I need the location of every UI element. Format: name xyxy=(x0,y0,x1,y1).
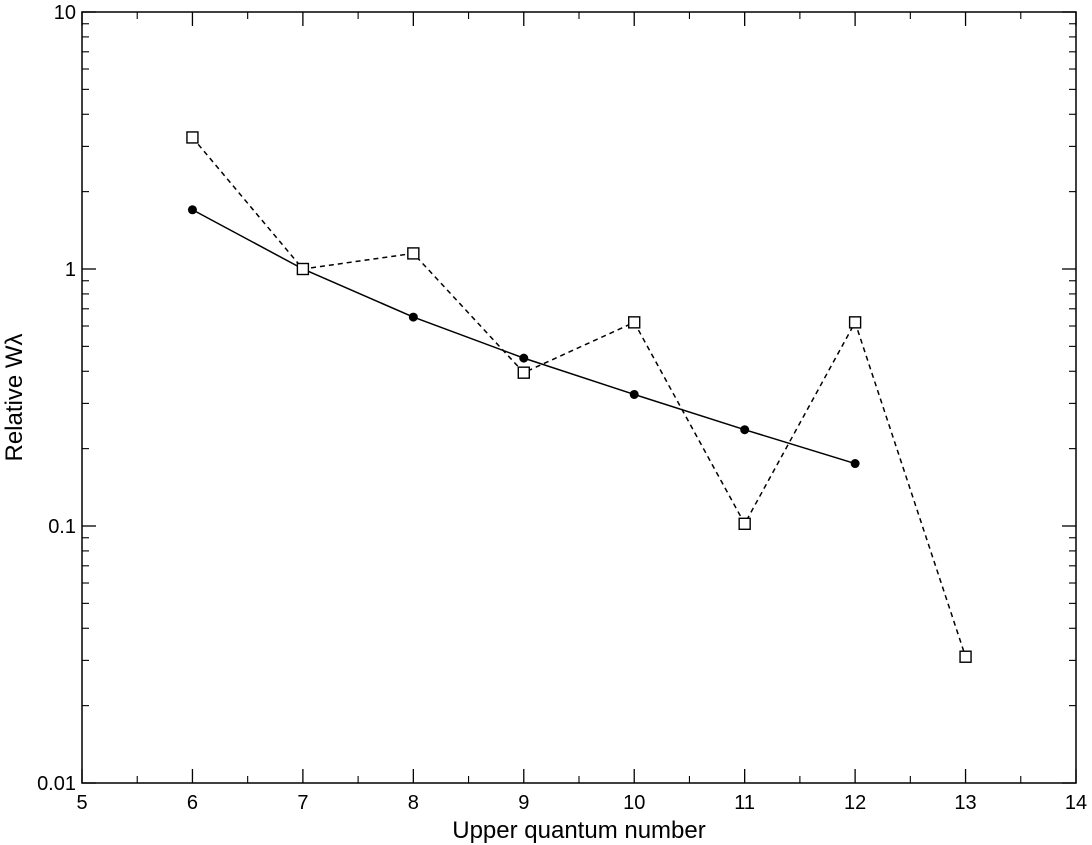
x-axis-title: Upper quantum number xyxy=(452,817,705,844)
series-1-point xyxy=(187,205,197,215)
y-tick-label: 10 xyxy=(54,2,76,24)
x-tick-label: 7 xyxy=(297,792,308,814)
x-tick-label: 6 xyxy=(187,792,198,814)
x-tick-label: 13 xyxy=(954,792,976,814)
series-1-point xyxy=(850,459,860,469)
series-1 xyxy=(187,205,860,469)
plot-frame xyxy=(81,11,1077,784)
series-2-line xyxy=(191,136,967,657)
x-tick-label: 8 xyxy=(408,792,419,814)
tick-labels: 5 6 7 8 9 10 11 12 13 14 0.01 0.1 1 10 xyxy=(37,2,1087,814)
series-2-point xyxy=(186,131,199,144)
series-2-point xyxy=(407,247,420,260)
x-tick-label: 14 xyxy=(1065,792,1087,814)
y-axis-title: Relative Wλ xyxy=(1,333,28,461)
series-2-point xyxy=(848,316,862,329)
x-tick-label: 9 xyxy=(518,792,529,814)
x-tick-label: 11 xyxy=(734,792,755,814)
series-1-point xyxy=(740,425,750,435)
x-tick-label: 5 xyxy=(76,792,87,814)
series-1-point xyxy=(408,312,418,322)
series-2-point xyxy=(628,316,641,329)
series-2-point xyxy=(959,650,972,663)
series-2 xyxy=(186,131,972,663)
y-tick-label: 1 xyxy=(65,259,76,281)
axis-ticks xyxy=(81,11,1077,784)
y-tick-label: 0.01 xyxy=(37,773,76,795)
y-tick-label: 0.1 xyxy=(48,516,76,538)
series-1-point xyxy=(519,353,529,363)
series-2-point xyxy=(517,366,530,379)
series-1-line xyxy=(192,209,856,465)
x-tick-label: 10 xyxy=(623,792,645,814)
series-2-point xyxy=(738,517,751,530)
x-tick-label: 12 xyxy=(844,792,866,814)
series-2-point xyxy=(296,262,310,276)
series-1-point xyxy=(629,389,639,399)
plot-border xyxy=(81,11,1077,784)
series-layer xyxy=(186,131,972,663)
